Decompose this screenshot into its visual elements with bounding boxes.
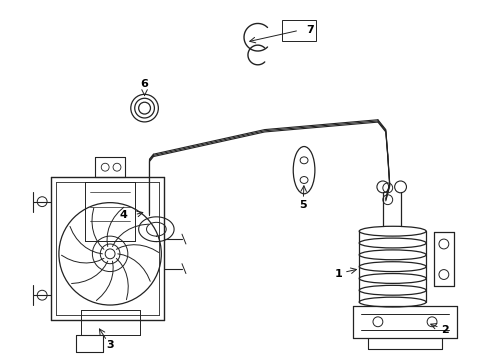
Text: 6: 6 bbox=[141, 78, 148, 89]
Text: 7: 7 bbox=[305, 25, 313, 35]
Text: 3: 3 bbox=[106, 341, 114, 350]
Text: 1: 1 bbox=[334, 269, 342, 279]
Text: 5: 5 bbox=[299, 199, 306, 210]
Text: 4: 4 bbox=[120, 211, 127, 220]
Text: 2: 2 bbox=[440, 325, 448, 335]
